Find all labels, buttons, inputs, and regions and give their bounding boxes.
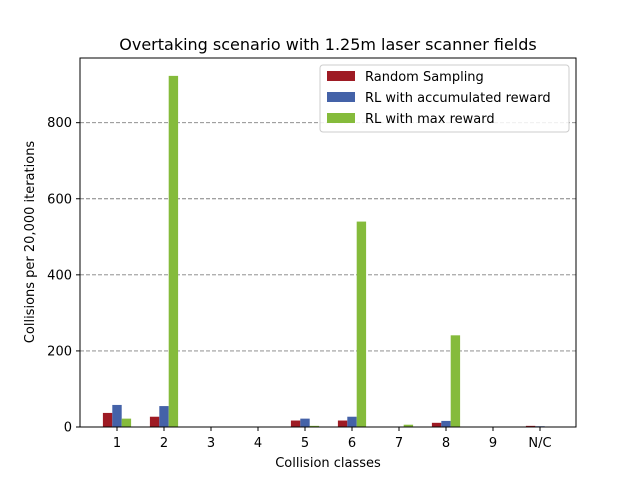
y-tick-label: 600 bbox=[47, 192, 72, 207]
x-tick-label: 5 bbox=[301, 436, 309, 451]
y-tick-label: 200 bbox=[47, 344, 72, 359]
x-tick-label: N/C bbox=[528, 436, 551, 451]
x-tick-label: 9 bbox=[489, 436, 497, 451]
y-tick-label: 400 bbox=[47, 268, 72, 283]
bar-rl-with-max-reward-1 bbox=[121, 418, 132, 427]
bar-random-sampling-6 bbox=[337, 420, 348, 427]
x-axis-label: Collision classes bbox=[275, 456, 381, 471]
bar-rl-with-accumulated-reward-6 bbox=[347, 416, 357, 427]
y-axis-label: Collisions per 20,000 iterations bbox=[23, 141, 38, 344]
bar-rl-with-max-reward-2 bbox=[168, 75, 179, 427]
legend-swatch bbox=[327, 92, 355, 102]
legend-label: RL with max reward bbox=[365, 112, 495, 127]
bar-rl-with-max-reward-6 bbox=[356, 221, 367, 427]
bar-layer bbox=[102, 75, 555, 427]
bar-rl-with-accumulated-reward-1 bbox=[112, 404, 122, 427]
bar-rl-with-accumulated-reward-2 bbox=[159, 406, 169, 427]
bar-random-sampling-1 bbox=[102, 412, 113, 427]
legend-swatch bbox=[327, 113, 355, 123]
legend-swatch bbox=[327, 71, 355, 81]
chart-title: Overtaking scenario with 1.25m laser sca… bbox=[119, 35, 536, 54]
legend-box bbox=[319, 64, 570, 133]
y-tick-label: 0 bbox=[64, 421, 72, 436]
x-tick-label: 7 bbox=[395, 436, 403, 451]
bar-rl-with-accumulated-reward-5 bbox=[300, 418, 310, 427]
x-tick-label: 2 bbox=[160, 436, 168, 451]
x-tick-label: 6 bbox=[348, 436, 356, 451]
x-tick-label: 4 bbox=[254, 436, 262, 451]
x-tick-label: 1 bbox=[113, 436, 121, 451]
tick-layer: 0 200 400 600 800 1 2 3 4 5 6 7 8 9 N/C bbox=[47, 116, 551, 451]
bar-random-sampling-8 bbox=[431, 422, 442, 427]
legend-label: Random Sampling bbox=[365, 70, 484, 85]
bar-random-sampling-5 bbox=[290, 420, 301, 427]
bar-random-sampling-N/C bbox=[525, 425, 536, 427]
bar-random-sampling-2 bbox=[149, 416, 160, 427]
bar-rl-with-max-reward-7 bbox=[403, 424, 414, 427]
bar-rl-with-max-reward-8 bbox=[450, 335, 461, 427]
x-tick-label: 3 bbox=[207, 436, 215, 451]
plot-frame bbox=[79, 57, 577, 428]
legend-label: RL with accumulated reward bbox=[365, 91, 551, 106]
bar-rl-with-accumulated-reward-8 bbox=[441, 420, 451, 427]
x-tick-label: 8 bbox=[442, 436, 450, 451]
bar-rl-with-max-reward-5 bbox=[309, 425, 320, 427]
legend: Random Sampling RL with accumulated rewar… bbox=[319, 64, 570, 133]
y-tick-label: 800 bbox=[47, 116, 72, 131]
